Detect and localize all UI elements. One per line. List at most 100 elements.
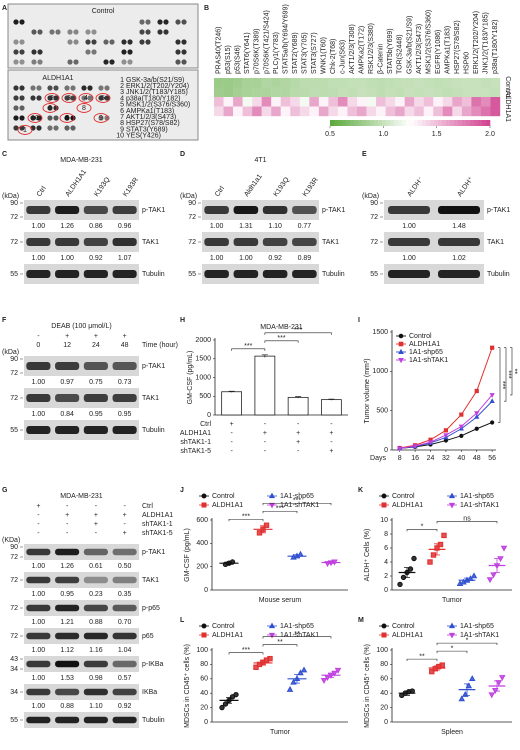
colorbar: [394, 120, 399, 126]
blot-band: [262, 206, 288, 214]
spot-circle: [61, 93, 77, 103]
blot-band: [55, 270, 80, 278]
heat-cell: [214, 97, 224, 107]
heat-cell: [385, 106, 396, 117]
column-label: p38a(T180/Y182): [492, 20, 499, 74]
y-tick-label: 1000: [195, 374, 211, 381]
heat-cell: [280, 87, 291, 98]
blot-title: DEAB (100 μmol/L): [51, 323, 111, 330]
bar: [221, 391, 242, 416]
blot-strip: [24, 712, 139, 728]
blot-strip: [202, 232, 319, 252]
array-spot: [64, 115, 70, 121]
legend-text: ERK1/2(T202/Y204): [126, 83, 189, 90]
data-point: [331, 559, 338, 566]
quant-label: 0.50: [118, 563, 132, 570]
condition-mark: -: [330, 439, 333, 446]
quant-label: 0.70: [118, 619, 132, 626]
chart-title: MDA-MB-231: [260, 324, 303, 331]
lane-label: ALDH⁻: [406, 176, 425, 199]
data-point: [468, 675, 476, 682]
panel-label: G: [2, 487, 8, 494]
heat-cell: [290, 97, 300, 107]
blot-strip: [24, 544, 139, 560]
blot-band: [233, 206, 259, 214]
data-point: [324, 675, 331, 682]
heat-cell: [347, 97, 358, 107]
column-label: AKT1/2/3(S473): [416, 24, 423, 74]
blot-band: [112, 238, 137, 246]
array-spot: [175, 39, 181, 45]
data-point: [497, 556, 504, 563]
y-tick-label: 0: [384, 447, 388, 454]
array-spot: [104, 95, 110, 101]
y-tick-label: 80: [200, 661, 208, 668]
x-label: Mouse serum: [259, 597, 302, 604]
quant-label: 0.89: [298, 255, 312, 262]
colorbar: [446, 120, 451, 126]
blot-band: [388, 206, 430, 214]
blot-band: [112, 660, 137, 668]
panel-label: A: [2, 5, 7, 12]
array-spot: [91, 49, 97, 55]
kda-label: 43: [10, 656, 18, 663]
quant-label: 0.73: [118, 379, 132, 386]
heat-cell: [433, 97, 443, 107]
heat-cell: [328, 97, 339, 107]
data-point: [488, 692, 496, 699]
data-point: [430, 552, 437, 558]
blot-band: [55, 716, 80, 724]
data-point: [470, 572, 478, 579]
array-spot: [36, 95, 42, 101]
array-spot: [37, 59, 43, 65]
array-spot: [145, 29, 151, 35]
kda-label: 90: [10, 544, 18, 551]
heat-cell: [290, 106, 300, 117]
sig-label: **: [277, 639, 283, 646]
lane-label: K193R: [302, 177, 320, 199]
condition-mark: -: [264, 421, 267, 428]
sig-bracket: [262, 510, 298, 514]
quant-label: 0.75: [89, 379, 103, 386]
blot-band: [438, 238, 480, 246]
condition-mark: -: [37, 530, 40, 537]
array-spot: [145, 39, 151, 45]
array-spot: [47, 115, 53, 121]
condition-mark: +: [123, 333, 127, 340]
heat-cell: [404, 106, 415, 117]
condition-mark: 12: [63, 342, 71, 349]
data-point: [219, 704, 225, 711]
column-label: p53(S46): [235, 45, 242, 74]
kda-label: 55: [10, 271, 18, 278]
error-bar: [295, 396, 302, 399]
quant-label: 1.00: [32, 255, 46, 262]
y-tick-label: 10: [380, 517, 388, 524]
condition-mark: -: [66, 521, 69, 528]
heat-cell: [442, 78, 453, 88]
data-point: [397, 581, 403, 588]
data-point: [459, 433, 464, 438]
colorbar: [374, 120, 379, 126]
y-tick-label: 60: [380, 676, 388, 683]
condition-mark: +: [94, 512, 98, 519]
data-point: [465, 682, 473, 689]
heat-cell: [223, 106, 234, 117]
blot-band: [26, 548, 51, 556]
band-name: Tubulin: [142, 717, 165, 724]
lane-label: Aldh1a1: [243, 173, 264, 198]
heat-cell: [357, 78, 367, 88]
condition-mark: -: [95, 530, 98, 537]
legend-label: 1A1-shTAK1: [460, 632, 499, 639]
data-point: [334, 667, 342, 674]
sig-label: ***: [242, 514, 250, 521]
array-spot: [13, 59, 19, 65]
blot-band: [26, 660, 51, 668]
column-label: STAT3(S727): [311, 32, 318, 74]
blot-band: [292, 270, 317, 278]
x-tick-label: 32: [442, 455, 450, 462]
panel-label: K: [358, 487, 363, 494]
legend-number: 3: [120, 89, 124, 96]
legend-number: 8: [120, 120, 124, 127]
array-spot: [31, 59, 37, 65]
array-spot: [85, 49, 91, 55]
